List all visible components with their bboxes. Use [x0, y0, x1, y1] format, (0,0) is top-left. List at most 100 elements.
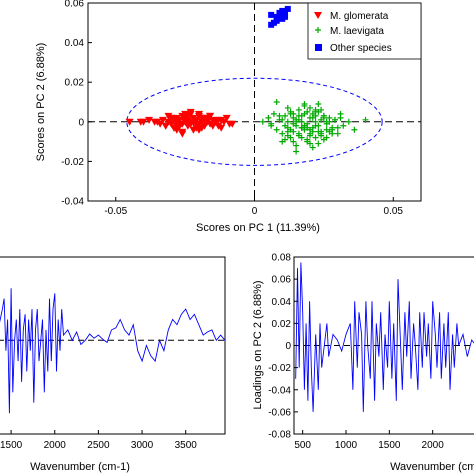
- point-laevigata: [273, 126, 280, 133]
- y-tick-label: -0.04: [61, 197, 84, 208]
- confidence-ellipse: [126, 77, 383, 166]
- point-laevigata: [320, 112, 327, 119]
- point-laevigata: [268, 120, 275, 127]
- y-tick-label: -0.08: [268, 430, 291, 441]
- point-glomerata: [153, 118, 162, 126]
- point-laevigata: [279, 116, 286, 123]
- loadings-plot-pc1: 1500 2000 2500 3000 3500 Wavenumber (cm-1): [0, 256, 226, 473]
- point-glomerata: [189, 126, 198, 134]
- x-tick-label: 2000: [44, 440, 67, 451]
- point-glomerata: [186, 108, 195, 116]
- legend-label-glomerata: M. glomerata: [330, 11, 389, 22]
- y-tick-label: 0.02: [272, 319, 292, 330]
- point-glomerata: [139, 118, 148, 126]
- y-tick-label: -0.02: [268, 363, 291, 374]
- y-tick-label: 0.04: [65, 38, 85, 49]
- point-glomerata: [206, 112, 215, 120]
- point-glomerata: [217, 124, 226, 132]
- score-plot-ylabel: Scores on PC 2 (6.88%): [35, 43, 47, 162]
- loadings-pc1-xlabel: Wavenumber (cm-1): [30, 461, 130, 473]
- point-glomerata: [195, 126, 203, 134]
- point-glomerata: [228, 120, 237, 128]
- point-laevigata: [307, 132, 313, 139]
- point-laevigata: [312, 108, 319, 115]
- point-laevigata: [276, 112, 283, 119]
- point-laevigata: [334, 130, 341, 137]
- point-other: [268, 11, 275, 18]
- point-glomerata: [183, 118, 192, 126]
- x-tick-label: 3000: [131, 440, 154, 451]
- y-tick-label: 0.06: [65, 0, 85, 10]
- point-laevigata: [273, 99, 280, 105]
- y-tick-label: -0.06: [268, 407, 291, 418]
- point-glomerata: [200, 114, 209, 122]
- point-laevigata: [315, 140, 322, 147]
- point-laevigata: [309, 144, 316, 151]
- y-tick-label: 0.08: [272, 253, 292, 264]
- point-laevigata: [301, 122, 308, 129]
- point-laevigata: [295, 130, 302, 137]
- point-glomerata: [172, 122, 181, 130]
- point-laevigata: [270, 110, 277, 117]
- point-other: [276, 11, 283, 18]
- y-tick-label: 0: [78, 117, 84, 128]
- point-glomerata: [125, 118, 134, 126]
- score-plot-xlabel: Scores on PC 1 (11.39%): [196, 222, 320, 234]
- point-glomerata: [175, 116, 184, 124]
- point-glomerata: [222, 114, 231, 122]
- y-tick-label: 0.06: [272, 275, 292, 286]
- x-tick-label: 500: [294, 440, 311, 451]
- point-glomerata: [195, 110, 203, 118]
- point-laevigata: [340, 122, 347, 129]
- point-laevigata: [259, 118, 266, 125]
- legend-marker-laevigata: [315, 27, 321, 33]
- point-laevigata: [295, 116, 302, 123]
- point-laevigata: [265, 114, 272, 121]
- x-tick-label: 1500: [0, 440, 23, 451]
- y-tick-label: 0: [285, 341, 291, 352]
- y-tick-label: 0.04: [272, 297, 292, 308]
- x-tick-label: 0: [252, 206, 258, 217]
- point-laevigata: [304, 136, 311, 143]
- x-tick-label: 0.05: [384, 206, 404, 217]
- legend-label-laevigata: M. laevigata: [330, 26, 384, 37]
- y-tick-label: 0.02: [65, 78, 85, 89]
- point-laevigata: [362, 116, 369, 123]
- legend-label-other: Other species: [330, 43, 392, 54]
- point-laevigata: [301, 110, 308, 117]
- y-tick-label: -0.02: [61, 157, 84, 168]
- point-laevigata: [295, 106, 302, 113]
- point-laevigata: [284, 128, 291, 135]
- point-other: [282, 13, 289, 20]
- loadings-pc2-xlabel: Wavenumber (cm-1): [390, 461, 474, 473]
- point-laevigata: [315, 100, 322, 107]
- point-glomerata: [192, 116, 201, 124]
- loadings-pc1-frame: [0, 256, 226, 435]
- loadings-pc2-ylabel: Loadings on PC 2 (6.88%): [252, 280, 264, 409]
- point-laevigata: [282, 136, 289, 143]
- point-laevigata: [284, 104, 291, 111]
- point-laevigata: [312, 134, 319, 141]
- point-glomerata: [178, 130, 187, 138]
- x-tick-label: 2000: [422, 440, 445, 451]
- x-tick-label: 3500: [175, 440, 198, 451]
- legend-marker-glomerata: [314, 12, 322, 19]
- x-tick-label: -0.05: [104, 206, 127, 217]
- point-other: [284, 5, 291, 12]
- point-other: [268, 21, 275, 28]
- point-glomerata: [214, 116, 223, 124]
- point-laevigata: [284, 118, 291, 125]
- point-other: [282, 9, 289, 16]
- point-laevigata: [351, 126, 358, 133]
- point-glomerata: [219, 118, 228, 126]
- point-laevigata: [282, 112, 289, 119]
- point-laevigata: [326, 118, 333, 125]
- point-laevigata: [318, 106, 325, 113]
- x-tick-label: 1000: [335, 440, 358, 451]
- point-laevigata: [331, 116, 338, 123]
- point-laevigata: [290, 138, 297, 145]
- point-laevigata: [345, 118, 352, 125]
- point-glomerata: [164, 112, 173, 120]
- point-glomerata: [145, 116, 154, 124]
